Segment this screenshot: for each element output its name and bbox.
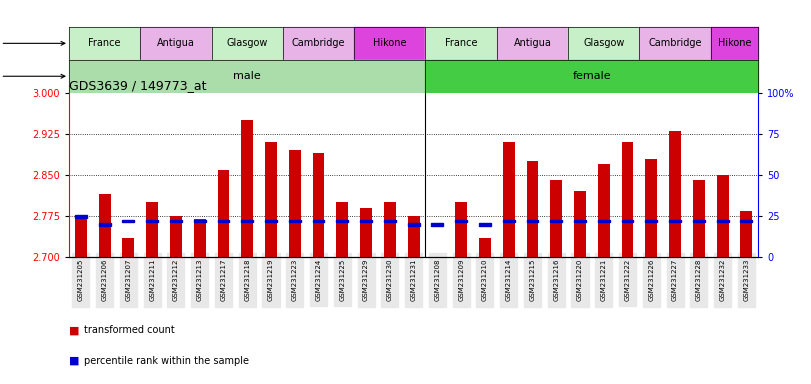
Bar — [217, 220, 230, 222]
Bar — [170, 220, 182, 222]
Bar — [669, 131, 681, 257]
Bar — [289, 150, 301, 257]
Bar — [122, 220, 135, 222]
Text: Hikone: Hikone — [718, 38, 751, 48]
Bar — [740, 211, 753, 257]
Bar — [75, 215, 87, 217]
Bar — [265, 220, 277, 222]
Bar — [503, 220, 515, 222]
Bar — [170, 216, 182, 257]
Bar — [497, 27, 569, 60]
Bar — [283, 27, 354, 60]
Bar — [621, 220, 633, 222]
Bar — [426, 60, 758, 93]
Text: transformed count: transformed count — [84, 325, 174, 335]
Bar — [289, 220, 301, 222]
Bar — [526, 220, 539, 222]
Bar — [551, 180, 562, 257]
Text: GDS3639 / 149773_at: GDS3639 / 149773_at — [69, 79, 207, 91]
Bar — [408, 216, 419, 257]
Bar — [526, 161, 539, 257]
Bar — [574, 192, 586, 257]
Bar — [479, 238, 491, 257]
Text: Antigua: Antigua — [157, 38, 195, 48]
Bar — [717, 175, 728, 257]
Bar — [354, 27, 426, 60]
Text: male: male — [234, 71, 261, 81]
Bar — [479, 223, 491, 226]
Text: Glasgow: Glasgow — [226, 38, 268, 48]
Bar — [646, 220, 657, 222]
Bar — [621, 142, 633, 257]
Bar — [384, 220, 396, 222]
Bar — [455, 220, 467, 222]
Bar — [669, 220, 681, 222]
Bar — [503, 142, 515, 257]
Bar — [265, 142, 277, 257]
Bar — [598, 220, 610, 222]
Text: Cambridge: Cambridge — [648, 38, 702, 48]
Text: percentile rank within the sample: percentile rank within the sample — [84, 356, 248, 366]
Bar — [217, 169, 230, 257]
Bar — [99, 194, 110, 257]
Bar — [242, 120, 253, 257]
Bar — [455, 202, 467, 257]
Bar — [312, 220, 324, 222]
Bar — [337, 202, 348, 257]
Bar — [646, 159, 657, 257]
Bar — [360, 220, 372, 222]
Bar — [146, 220, 158, 222]
Bar — [551, 220, 562, 222]
Bar — [360, 208, 372, 257]
Bar — [69, 27, 140, 60]
Bar — [426, 27, 497, 60]
Text: ■: ■ — [69, 356, 83, 366]
Text: gender: gender — [0, 71, 65, 81]
Bar — [99, 223, 110, 226]
Text: France: France — [88, 38, 121, 48]
Bar — [431, 223, 444, 226]
Bar — [693, 180, 705, 257]
Bar — [569, 27, 639, 60]
Text: ■: ■ — [69, 325, 83, 335]
Bar — [194, 219, 206, 257]
Bar — [337, 220, 348, 222]
Text: France: France — [445, 38, 478, 48]
Bar — [693, 220, 705, 222]
Bar — [598, 164, 610, 257]
Bar — [194, 220, 206, 222]
Bar — [710, 27, 758, 60]
Bar — [146, 202, 158, 257]
Bar — [312, 153, 324, 257]
Bar — [242, 220, 253, 222]
Text: strain: strain — [0, 38, 65, 48]
Bar — [212, 27, 283, 60]
Bar — [639, 27, 710, 60]
Bar — [122, 238, 135, 257]
Text: Cambridge: Cambridge — [292, 38, 345, 48]
Bar — [574, 220, 586, 222]
Bar — [408, 223, 419, 226]
Bar — [717, 220, 728, 222]
Text: Antigua: Antigua — [513, 38, 551, 48]
Text: Glasgow: Glasgow — [583, 38, 624, 48]
Bar — [740, 220, 753, 222]
Text: Hikone: Hikone — [373, 38, 406, 48]
Bar — [140, 27, 212, 60]
Bar — [69, 60, 426, 93]
Text: female: female — [573, 71, 611, 81]
Bar — [75, 216, 87, 257]
Bar — [384, 202, 396, 257]
